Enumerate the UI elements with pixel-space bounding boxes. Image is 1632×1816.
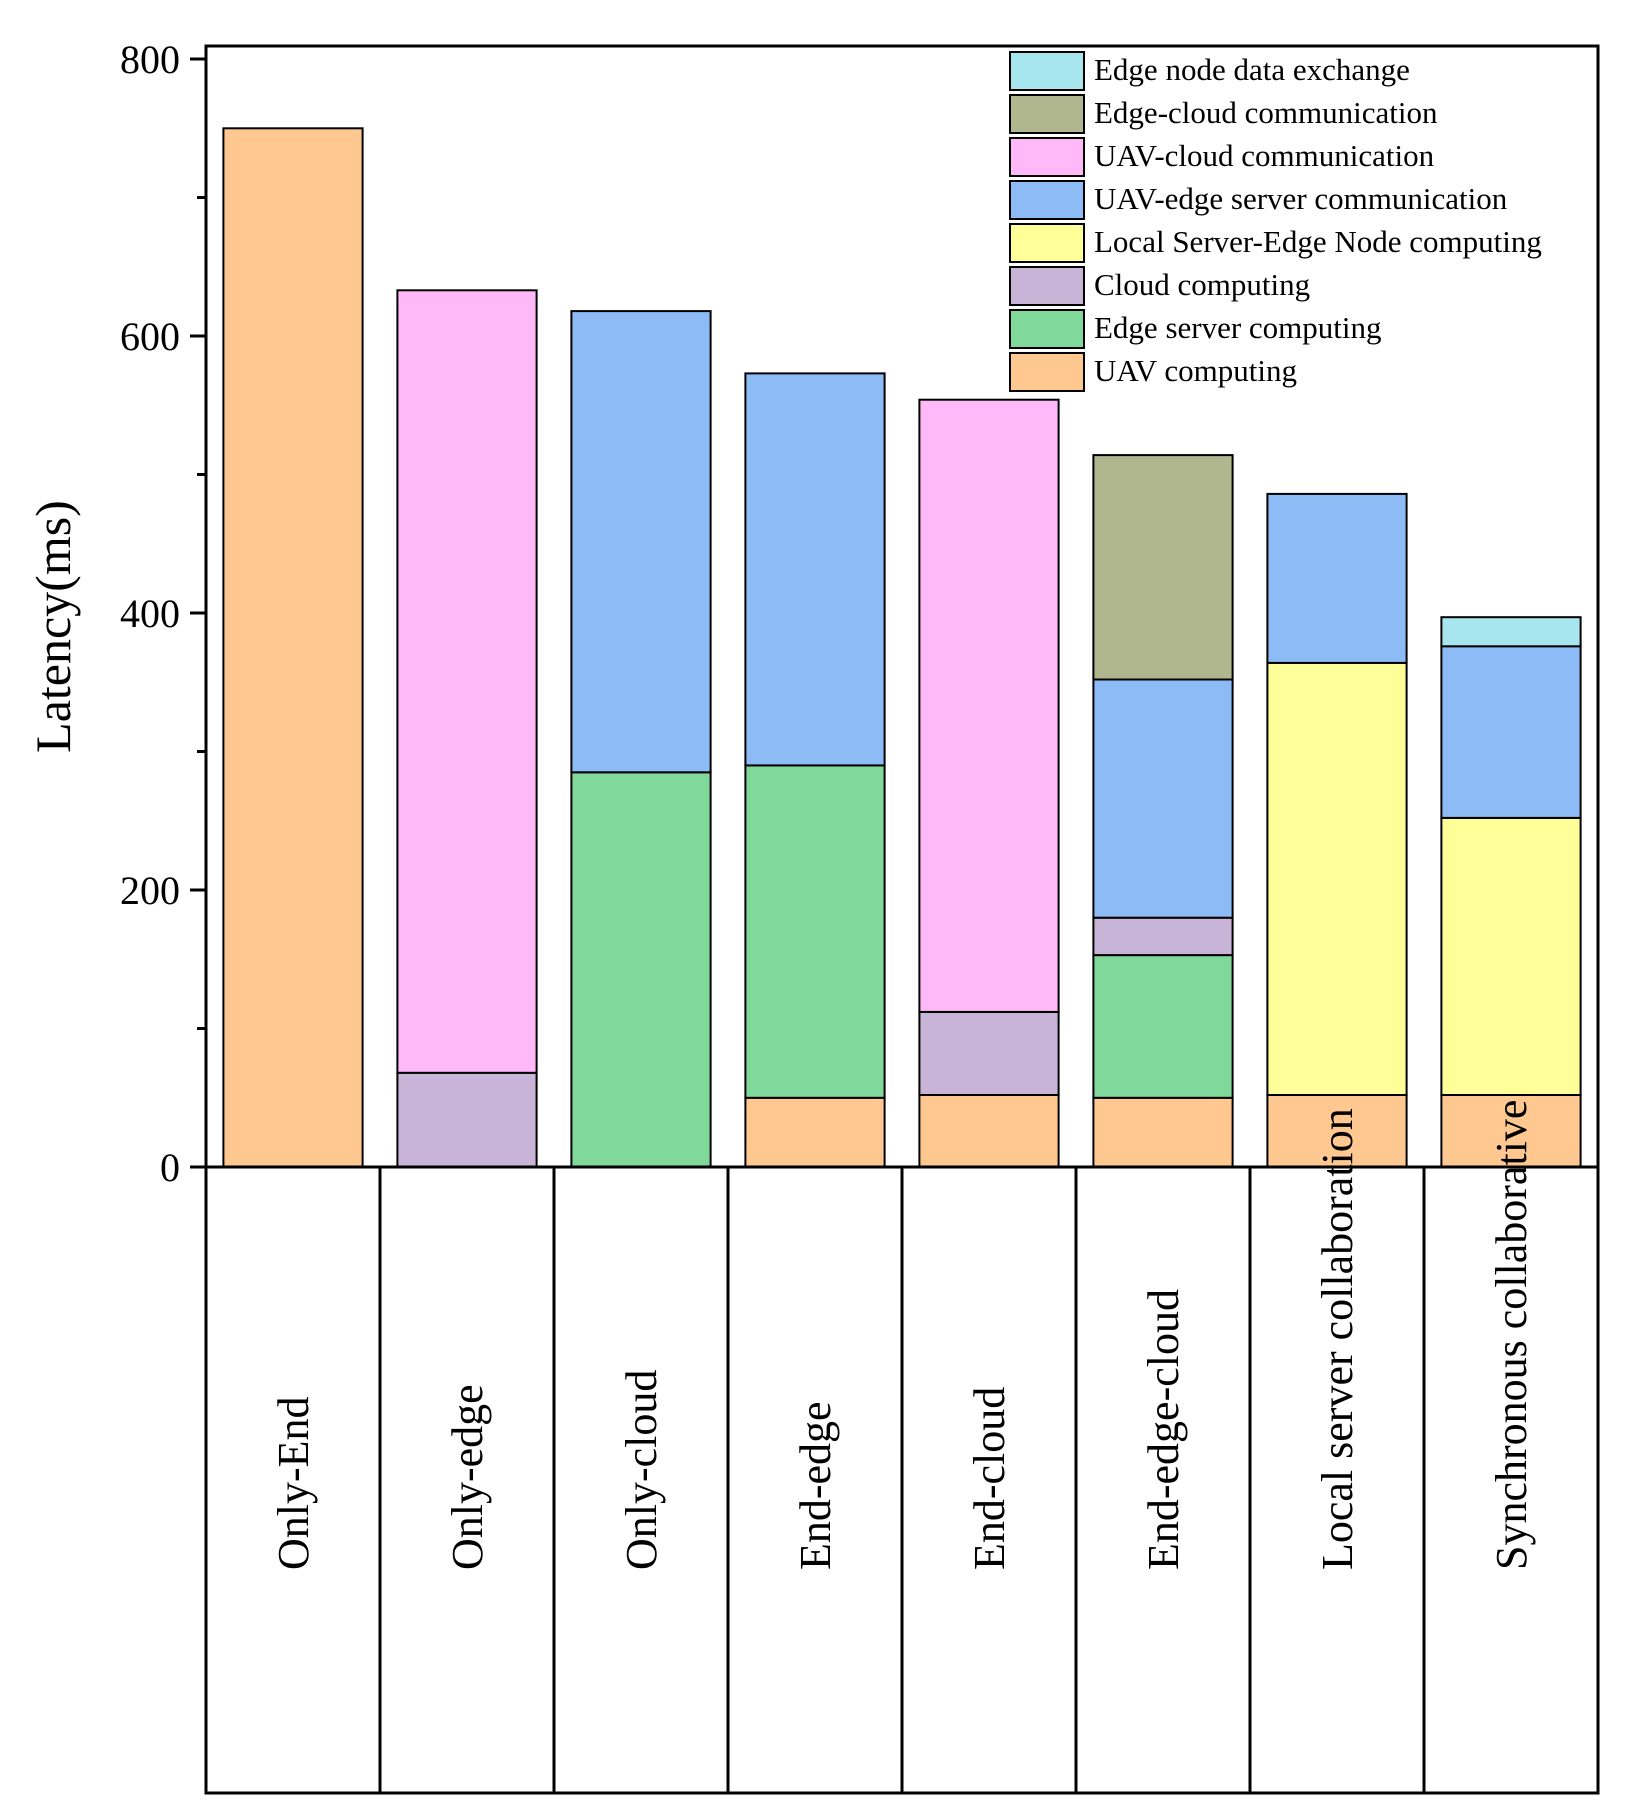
bar-segment — [1092, 954, 1234, 1099]
bar-segment — [1266, 1094, 1408, 1168]
y-tick-label: 400 — [120, 591, 180, 636]
bar-segment — [1266, 661, 1408, 1097]
legend-item: Edge node data exchange — [1009, 51, 1410, 91]
legend-label: Edge-cloud communication — [1094, 95, 1438, 130]
legend-label: Cloud computing — [1094, 267, 1310, 302]
legend-item: Edge-cloud communication — [1009, 94, 1438, 134]
bar-segment — [1440, 616, 1582, 648]
category-label-grid: Only-End Only-edge Only-cloud End-edge End-c… — [204, 1100, 1600, 1795]
legend-swatch — [1009, 266, 1085, 306]
y-tick-label: 800 — [120, 37, 180, 82]
legend-swatch — [1009, 309, 1085, 349]
bars-layer — [222, 127, 1582, 1169]
bar-segment — [1440, 817, 1582, 1096]
legend-item: Cloud computing — [1009, 266, 1310, 306]
legend-swatch — [1009, 137, 1085, 177]
bar-segment — [918, 1010, 1060, 1097]
y-axis-ticks: 0 200 400 600 800 — [120, 37, 206, 1190]
category-label: Synchronous collaborative — [1487, 1100, 1536, 1570]
legend-swatch — [1009, 94, 1085, 134]
legend-item: UAV computing — [1009, 352, 1297, 392]
legend-item: Local Server-Edge Node computing — [1009, 223, 1542, 263]
legend-label: Edge server computing — [1094, 310, 1382, 345]
y-tick-label: 600 — [120, 314, 180, 359]
bar-segment — [744, 764, 886, 1099]
bar-segment — [222, 127, 364, 1169]
y-tick-label: 200 — [120, 868, 180, 913]
legend: Edge node data exchange Edge-cloud commun… — [1009, 51, 1542, 392]
bar-segment — [918, 398, 1060, 1013]
bar-segment — [1440, 1094, 1582, 1168]
category-label: End-cloud — [965, 1387, 1014, 1570]
bar-segment — [1092, 916, 1234, 957]
y-tick-label: 0 — [160, 1145, 180, 1190]
legend-label: Local Server-Edge Node computing — [1094, 224, 1542, 259]
category-label: Only-End — [269, 1396, 318, 1570]
legend-label: UAV-cloud communication — [1094, 138, 1435, 173]
bar-segment — [918, 1094, 1060, 1168]
bar-segment — [396, 289, 538, 1074]
legend-label: UAV computing — [1094, 353, 1297, 388]
bar-segment — [1092, 454, 1234, 681]
bar-segment — [744, 372, 886, 767]
legend-swatch — [1009, 180, 1085, 220]
legend-swatch — [1009, 51, 1085, 91]
bar-segment — [570, 310, 712, 774]
legend-item: Edge server computing — [1009, 309, 1382, 349]
category-label: Only-edge — [443, 1384, 492, 1570]
legend-item: UAV-cloud communication — [1009, 137, 1435, 177]
legend-item: UAV-edge server communication — [1009, 180, 1508, 220]
bar-segment — [744, 1096, 886, 1169]
category-label: End-edge-cloud — [1139, 1289, 1188, 1570]
y-axis-label: Latency(ms) — [25, 500, 81, 753]
legend-swatch — [1009, 352, 1085, 392]
legend-swatch — [1009, 223, 1085, 263]
bar-segment — [1440, 645, 1582, 819]
category-label: End-edge — [791, 1401, 840, 1570]
bar-segment — [570, 771, 712, 1168]
category-label: Local server collaboration — [1313, 1108, 1362, 1570]
category-label: Only-cloud — [617, 1370, 666, 1570]
bar-segment — [396, 1071, 538, 1169]
legend-label: UAV-edge server communication — [1094, 181, 1508, 216]
bar-segment — [1092, 1096, 1234, 1169]
bar-segment — [1092, 678, 1234, 919]
legend-label: Edge node data exchange — [1094, 52, 1410, 87]
bar-segment — [1266, 492, 1408, 664]
